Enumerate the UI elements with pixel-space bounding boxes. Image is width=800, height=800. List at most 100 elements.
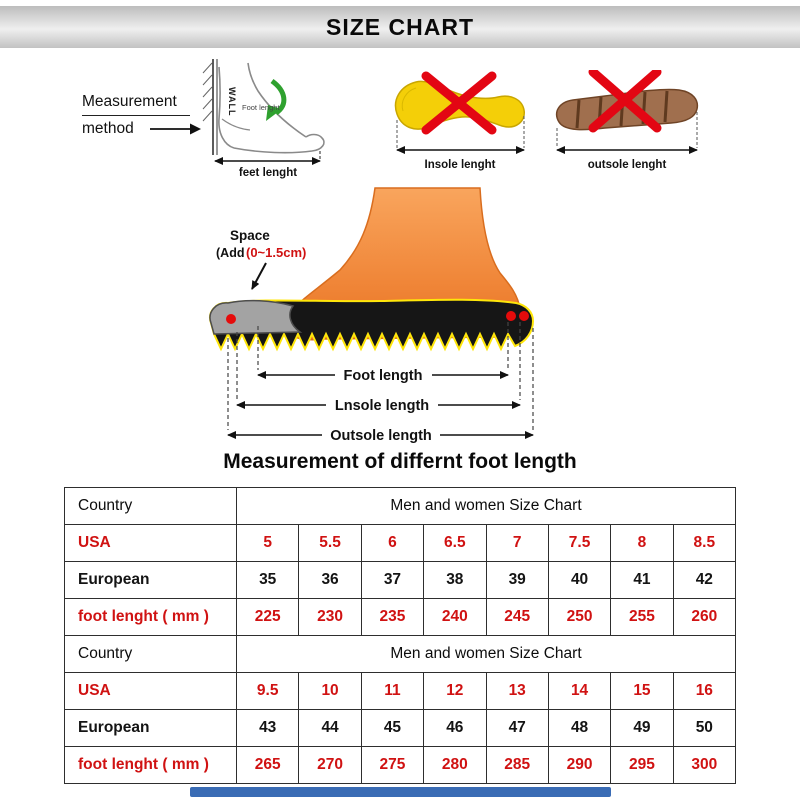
size-value-cell: 6 (360, 524, 425, 562)
size-value-cell: 48 (547, 709, 612, 747)
method-arrow-icon (150, 123, 201, 135)
size-value-cell: 230 (298, 598, 362, 636)
outsole-illustration: outsole lenght (555, 70, 699, 171)
wall-hatch (202, 62, 213, 122)
size-value-cell: 38 (423, 561, 487, 599)
size-value-cell: 44 (298, 709, 362, 747)
header-bar: SIZE CHART (0, 6, 800, 48)
red-cross-icon (588, 70, 662, 133)
size-value-cell: 265 (235, 746, 300, 784)
size-value-cell: 14 (547, 672, 612, 710)
size-value-cell: 41 (610, 561, 674, 599)
space-pointer-arrow (251, 262, 267, 290)
size-value-cell: 225 (235, 598, 300, 636)
bottom-bar (190, 787, 611, 797)
size-value-cell: 36 (298, 561, 362, 599)
size-value-cell: 285 (485, 746, 549, 784)
size-value-cell: 5 (235, 524, 300, 562)
foot-length-label: Foot length (344, 368, 423, 384)
size-value-cell: 35 (235, 561, 300, 599)
size-value-cell: 46 (423, 709, 487, 747)
size-value-cell: 235 (360, 598, 425, 636)
size-value-cell: 290 (547, 746, 612, 784)
insole-length-caption: Insole lenght (425, 159, 496, 171)
table-header-row: Country Men and women Size Chart (64, 487, 736, 525)
foot-measurement-diagram: Foot length Lnsole length Outsole length… (209, 187, 535, 444)
size-value-cell: 47 (485, 709, 549, 747)
size-value-cell: 40 (547, 561, 612, 599)
page-title: SIZE CHART (326, 13, 474, 40)
measurement-method-label: Measurement method (82, 92, 202, 140)
foot-length-inner-label: Foot lenght (242, 103, 280, 112)
size-table-body: Country Men and women Size Chart USA 5 5.5 6 6… (64, 487, 737, 784)
measure-dot (519, 311, 529, 321)
size-value-cell: 8 (610, 524, 674, 562)
size-value-cell: 12 (423, 672, 487, 710)
size-value-cell: 45 (360, 709, 425, 747)
outsole-length-caption: outsole lenght (588, 159, 667, 171)
size-value-cell: 260 (672, 598, 737, 636)
size-value-cell: 300 (672, 746, 737, 784)
measure-dot (506, 311, 516, 321)
guide-lines (227, 322, 534, 430)
method-label-line1: Measurement (82, 92, 190, 116)
toe-gap-shape (209, 299, 303, 335)
green-arrowhead-icon (266, 105, 282, 121)
size-value-cell: 270 (298, 746, 362, 784)
row-label-cell: USA (64, 672, 237, 710)
size-value-cell: 5.5 (298, 524, 362, 562)
size-value-cell: 15 (610, 672, 674, 710)
method-label-line2: method (82, 119, 134, 137)
size-value-cell: 13 (485, 672, 549, 710)
row-label-cell: European (64, 709, 237, 747)
size-value-cell: 245 (485, 598, 549, 636)
size-value-cell: 49 (610, 709, 674, 747)
foot-sketch (218, 62, 325, 154)
table-row: foot lenght ( mm ) 265 270 275 280 285 290 295 3… (64, 746, 737, 784)
size-value-cell: 16 (672, 672, 737, 710)
size-value-cell: 37 (360, 561, 425, 599)
size-value-cell: 240 (423, 598, 487, 636)
table-row: European 43 44 45 46 47 48 49 50 (64, 709, 737, 747)
measure-dot (226, 314, 236, 324)
chart-header-cell: Men and women Size Chart (236, 487, 736, 525)
table-row: European 35 36 37 38 39 40 41 42 (64, 561, 737, 599)
country-header-cell: Country (64, 487, 237, 525)
size-value-cell: 7.5 (547, 524, 612, 562)
outsole-shape (555, 88, 699, 131)
row-label-cell: USA (64, 524, 237, 562)
insole-length-label: Lnsole length (335, 398, 429, 414)
insole-inner-line (401, 87, 417, 112)
size-value-cell: 8.5 (672, 524, 737, 562)
size-table: Country Men and women Size Chart USA 5 5.5 6 6… (64, 487, 737, 784)
row-label-cell: foot lenght ( mm ) (64, 746, 237, 784)
space-label: Space (230, 228, 270, 243)
size-value-cell: 11 (360, 672, 425, 710)
wall-measure-illustration: WALL Foot lenght feet lenght (202, 59, 325, 179)
space-value: (0~1.5cm) (246, 245, 306, 260)
table-row: USA 9.5 10 11 12 13 14 15 16 (64, 672, 737, 710)
size-value-cell: 50 (672, 709, 737, 747)
space-prefix: (Add (216, 246, 244, 260)
size-value-cell: 43 (235, 709, 300, 747)
size-value-cell: 295 (610, 746, 674, 784)
size-value-cell: 10 (298, 672, 362, 710)
outsole-length-label: Outsole length (330, 428, 432, 444)
table-row: foot lenght ( mm ) 225 230 235 240 245 250 255 2… (64, 598, 737, 636)
chart-header-cell: Men and women Size Chart (236, 635, 736, 673)
table-row: USA 5 5.5 6 6.5 7 7.5 8 8.5 (64, 524, 737, 562)
size-value-cell: 275 (360, 746, 425, 784)
table-header-row: Country Men and women Size Chart (64, 635, 736, 673)
insole-illustration: Insole lenght (394, 71, 525, 171)
size-value-cell: 6.5 (423, 524, 487, 562)
size-value-cell: 39 (485, 561, 549, 599)
red-cross-icon (421, 71, 497, 135)
size-value-cell: 250 (547, 598, 612, 636)
row-label-cell: foot lenght ( mm ) (64, 598, 237, 636)
feet-length-caption: feet lenght (239, 167, 297, 179)
country-header-cell: Country (64, 635, 237, 673)
size-value-cell: 42 (672, 561, 737, 599)
size-value-cell: 9.5 (235, 672, 300, 710)
measurement-title: Measurement of differnt foot length (223, 450, 577, 473)
